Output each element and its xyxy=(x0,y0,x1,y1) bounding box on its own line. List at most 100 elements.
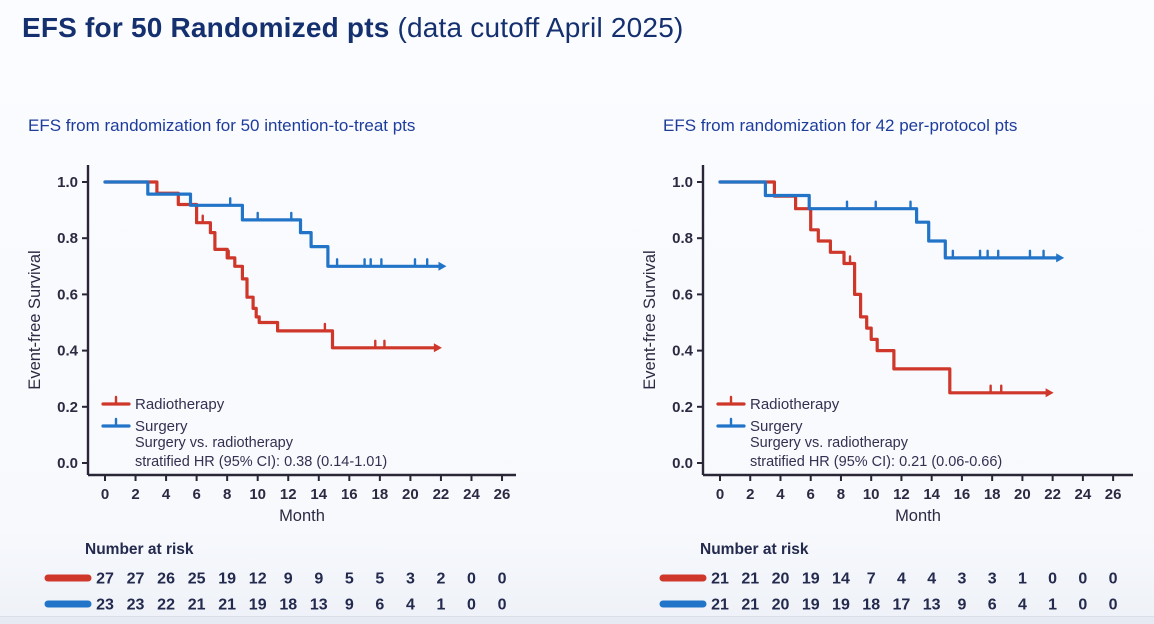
risk-value: 12 xyxy=(249,571,267,588)
axes: 0.00.20.40.60.81.00 2 4 6 8 10 12 14 16 18 20 22 24 2… xyxy=(672,165,1133,503)
risk-value: 5 xyxy=(345,571,354,588)
risk-value: 9 xyxy=(314,571,323,588)
risk-value: 22 xyxy=(157,597,175,614)
risk-value: 0 xyxy=(467,571,476,588)
x-axis-title: Month xyxy=(279,507,325,525)
risk-value: 0 xyxy=(467,597,476,614)
x-tick-label: 8 xyxy=(837,486,845,503)
risk-value: 7 xyxy=(867,571,876,588)
page-title: EFS for 50 Randomized pts (data cutoff A… xyxy=(22,12,684,44)
risk-value: 2 xyxy=(436,571,445,588)
legend-label-surgery: Surgery xyxy=(135,418,188,435)
x-tick-label: 10 xyxy=(863,486,880,503)
risk-value: 9 xyxy=(345,597,354,614)
km-chart-intention-to-treat: 0.00.20.40.60.81.00 2 4 6 8 10 12 14 16 18 20 22 24 2… xyxy=(26,165,516,614)
risk-value: 6 xyxy=(988,597,997,614)
risk-value: 14 xyxy=(832,571,850,588)
chart-subtitle-itt: EFS from randomization for 50 intention-… xyxy=(28,116,416,135)
x-tick-label: 0 xyxy=(101,486,109,503)
risk-value: 0 xyxy=(498,571,507,588)
x-tick-label: 6 xyxy=(807,486,815,503)
x-tick-label: 10 xyxy=(249,486,266,503)
risk-value: 17 xyxy=(893,597,911,614)
risk-value: 25 xyxy=(188,571,206,588)
y-tick-label: 0.2 xyxy=(672,399,693,416)
x-tick-label: 2 xyxy=(746,486,754,503)
y-tick-label: 0.6 xyxy=(57,286,78,303)
legend-label-radiotherapy: Radiotherapy xyxy=(135,396,225,413)
risk-value: 20 xyxy=(772,597,790,614)
x-tick-label: 6 xyxy=(192,486,200,503)
x-tick-label: 4 xyxy=(776,486,785,503)
x-tick-label: 16 xyxy=(954,486,971,503)
legend-label-surgery: Surgery xyxy=(750,418,803,435)
series-surgery-line xyxy=(103,180,445,268)
risk-value: 0 xyxy=(1109,571,1118,588)
y-tick-label: 0.8 xyxy=(57,230,78,247)
line-end-arrow-icon xyxy=(1045,388,1054,398)
risk-value: 6 xyxy=(375,597,384,614)
x-tick-label: 4 xyxy=(162,486,171,503)
risk-value: 0 xyxy=(1109,597,1118,614)
x-tick-label: 14 xyxy=(923,486,940,503)
risk-value: 19 xyxy=(249,597,267,614)
km-chart-per-protocol: 0.00.20.40.60.81.00 2 4 6 8 10 12 14 16 18 20 22 24 2… xyxy=(641,165,1133,614)
number-at-risk-header: Number at risk xyxy=(700,541,809,558)
risk-value: 0 xyxy=(1078,597,1087,614)
hr-annotation-line-1: Surgery vs. radiotherapy xyxy=(750,435,909,451)
x-tick-label: 24 xyxy=(463,486,480,503)
risk-value: 1 xyxy=(436,597,445,614)
risk-value: 13 xyxy=(923,597,941,614)
risk-value: 27 xyxy=(127,571,145,588)
page-title-main: EFS for 50 Randomized pts xyxy=(22,12,390,43)
y-axis-title: Event-free Survival xyxy=(641,250,659,389)
risk-value: 18 xyxy=(862,597,880,614)
risk-value: 9 xyxy=(957,597,966,614)
hr-annotation-line-1: Surgery vs. radiotherapy xyxy=(135,435,294,451)
x-tick-label: 24 xyxy=(1075,486,1092,503)
y-tick-label: 0.2 xyxy=(57,399,78,416)
x-tick-label: 2 xyxy=(131,486,139,503)
chart-subtitle-pp: EFS from randomization for 42 per-protoc… xyxy=(663,116,1018,135)
x-tick-label: 22 xyxy=(433,486,450,503)
risk-value: 19 xyxy=(832,597,850,614)
series-surgery xyxy=(103,180,447,271)
risk-value: 21 xyxy=(741,571,759,588)
y-tick-label: 1.0 xyxy=(57,174,78,191)
risk-value: 21 xyxy=(218,597,236,614)
y-tick-label: 0.0 xyxy=(57,455,78,472)
risk-value: 21 xyxy=(711,597,729,614)
risk-value: 23 xyxy=(127,597,145,614)
x-tick-label: 20 xyxy=(1014,486,1031,503)
risk-value: 0 xyxy=(498,597,507,614)
risk-value: 1 xyxy=(1048,597,1057,614)
risk-value: 19 xyxy=(218,571,236,588)
x-tick-label: 12 xyxy=(893,486,910,503)
risk-value: 4 xyxy=(897,571,906,588)
risk-value: 20 xyxy=(772,571,790,588)
x-tick-label: 16 xyxy=(341,486,358,503)
risk-value: 27 xyxy=(96,571,114,588)
y-axis-title: Event-free Survival xyxy=(26,250,44,389)
series-radiotherapy-line xyxy=(718,180,1052,395)
risk-value: 5 xyxy=(375,571,384,588)
x-tick-label: 22 xyxy=(1044,486,1061,503)
line-end-arrow-icon xyxy=(438,261,447,271)
risk-value: 21 xyxy=(188,597,206,614)
y-tick-label: 1.0 xyxy=(672,174,693,191)
y-tick-label: 0.6 xyxy=(672,286,693,303)
line-end-arrow-icon xyxy=(1056,253,1065,263)
risk-value: 0 xyxy=(1048,571,1057,588)
x-tick-label: 12 xyxy=(280,486,297,503)
risk-value: 26 xyxy=(157,571,175,588)
axes: 0.00.20.40.60.81.00 2 4 6 8 10 12 14 16 18 20 22 24 2… xyxy=(57,165,516,503)
x-axis-title: Month xyxy=(895,507,941,525)
y-tick-label: 0.8 xyxy=(672,230,693,247)
risk-value: 3 xyxy=(406,571,415,588)
x-tick-label: 14 xyxy=(310,486,327,503)
slide-bottom-edge xyxy=(0,616,1154,624)
series-surgery-line xyxy=(718,180,1062,260)
